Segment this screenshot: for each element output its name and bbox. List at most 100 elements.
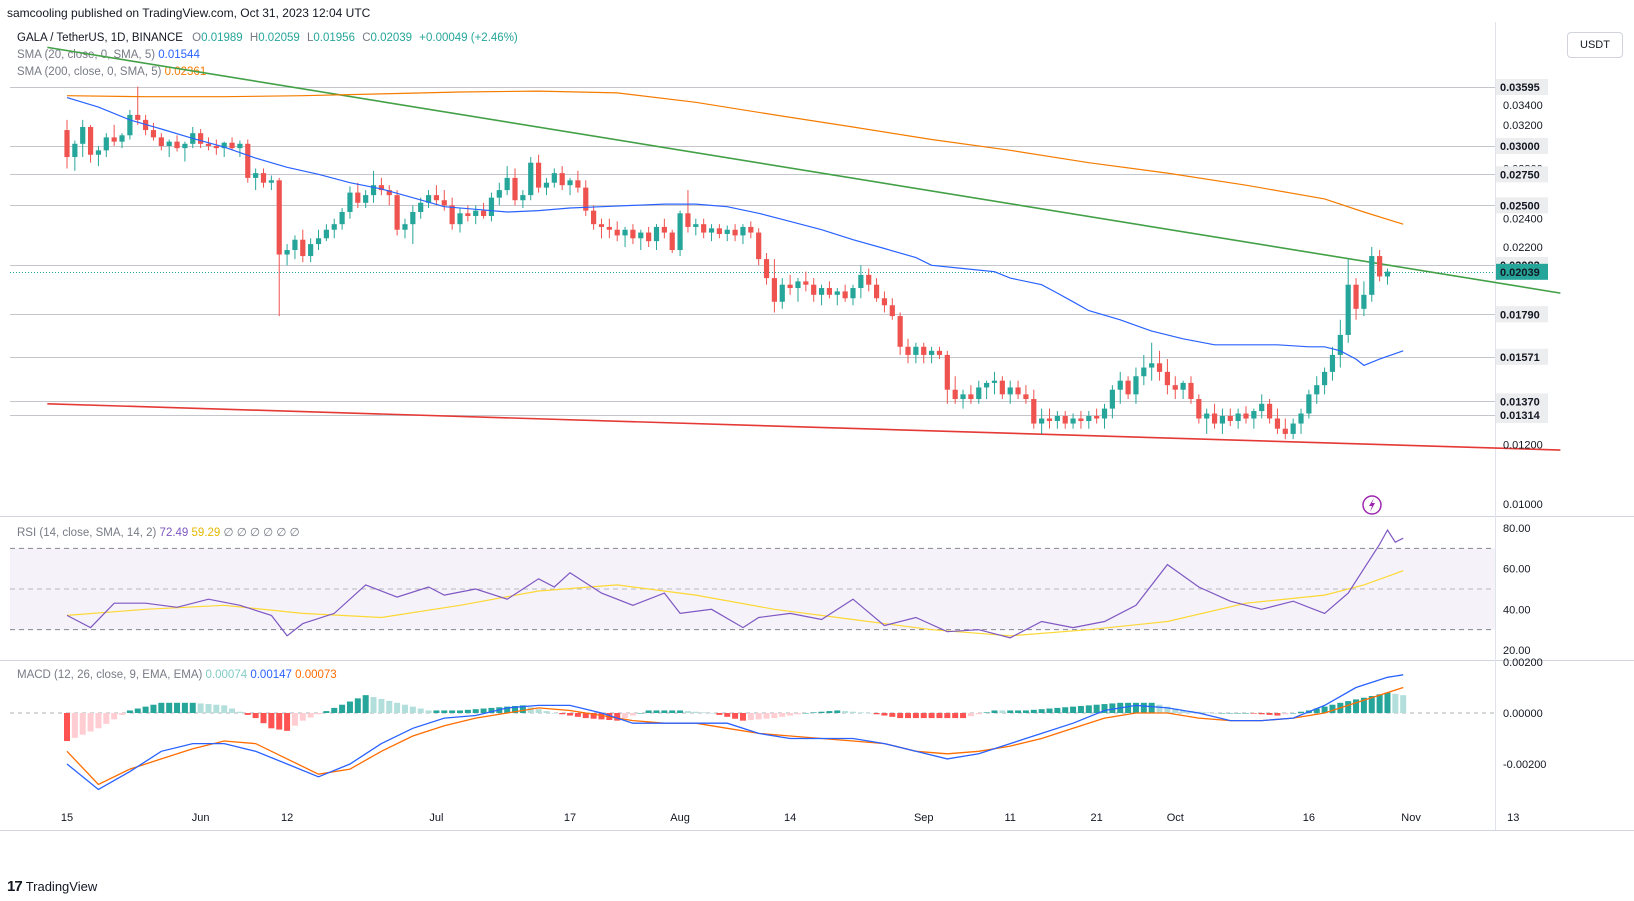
candle — [897, 312, 903, 355]
macd-histogram-bar — [1180, 710, 1187, 713]
candle-body — [355, 192, 361, 203]
candle — [881, 291, 888, 313]
time-axis-label: 12 — [281, 812, 293, 824]
macd-histogram-bar — [111, 713, 118, 720]
candle-body — [496, 190, 502, 198]
candle-body — [1156, 363, 1163, 372]
candle — [1274, 408, 1281, 434]
candle-body — [818, 288, 825, 295]
candle-body — [1023, 394, 1029, 400]
macd-histogram-bar — [150, 704, 157, 713]
macd-histogram-bar — [229, 708, 236, 713]
candle-body — [803, 281, 809, 285]
candle-body — [748, 226, 754, 233]
tradingview-footer[interactable]: 17 TradingView — [7, 878, 97, 895]
candle-body — [1149, 363, 1155, 368]
sma200-label: SMA (200, close, 0, SMA, 5) — [17, 66, 162, 78]
candle — [858, 265, 864, 299]
rsi-sma-line — [66, 570, 1404, 637]
candle-body — [779, 284, 785, 302]
candle-body — [1101, 408, 1108, 419]
candle — [866, 268, 872, 292]
candle-body — [127, 114, 133, 136]
candle — [1023, 385, 1029, 404]
macd-histogram-bar — [834, 710, 841, 713]
price-label-text: 0.03000 — [1500, 141, 1540, 153]
candle-body — [1361, 294, 1367, 309]
macd-histogram-bar — [645, 710, 652, 713]
candle — [567, 177, 573, 196]
candle — [1125, 376, 1131, 400]
macd-histogram-bar — [1321, 706, 1328, 713]
symbol-label[interactable]: GALA / TetherUS, 1D, BINANCE — [17, 32, 183, 44]
candle-body — [646, 232, 652, 242]
low-label: L — [307, 32, 314, 44]
candle — [315, 229, 322, 251]
macd-histogram-bar — [1400, 695, 1407, 713]
macd-histogram-bar — [999, 710, 1006, 713]
macd-histogram-bar — [857, 712, 864, 713]
macd-histogram-bar — [716, 713, 723, 715]
rsi-legend[interactable]: RSI (14, close, SMA, 14, 2) 72.49 59.29 … — [17, 525, 300, 539]
candle-body — [1369, 256, 1375, 295]
rsi-tick-label: 60.00 — [1503, 564, 1531, 576]
candle-body — [457, 213, 463, 225]
macd-histogram-bar — [409, 706, 416, 713]
candle-body — [433, 195, 440, 201]
candle — [598, 218, 605, 239]
macd-histogram-bar — [684, 711, 691, 713]
macd-histogram-bar — [732, 713, 739, 719]
candle — [661, 218, 667, 239]
candle — [748, 221, 754, 239]
candle — [850, 284, 856, 306]
candle-body — [166, 141, 172, 146]
candle-body — [300, 239, 306, 257]
macd-histogram-bar — [700, 712, 707, 713]
candle — [811, 278, 817, 302]
candle-body — [536, 162, 542, 188]
macd-histogram-bar — [1132, 702, 1139, 713]
candle-body — [1109, 389, 1115, 409]
candle-body — [394, 195, 400, 230]
macd-histogram-bar — [842, 711, 849, 713]
candle — [95, 145, 102, 167]
macd-histogram-bar — [346, 701, 353, 713]
candle-body — [732, 229, 738, 236]
currency-button[interactable]: USDT — [1567, 32, 1623, 58]
candle — [818, 284, 825, 306]
macd-histogram-bar — [472, 709, 479, 713]
macd-histogram-bar — [598, 713, 605, 720]
candle — [1211, 403, 1218, 429]
candle-body — [418, 202, 424, 212]
macd-legend[interactable]: MACD (12, 26, close, 9, EMA, EMA) 0.0007… — [17, 669, 337, 681]
candle — [166, 139, 172, 158]
macd-histogram-bar — [669, 710, 676, 713]
candle — [795, 278, 801, 302]
candle-body — [1251, 411, 1257, 419]
time-axis-label: 11 — [1004, 812, 1015, 824]
time-axis-label: Oct — [1167, 812, 1184, 824]
candle-body — [921, 346, 927, 355]
publisher-line: samcooling published on TradingView.com,… — [7, 6, 371, 20]
candle — [378, 177, 384, 196]
candle — [976, 380, 982, 404]
candle-body — [1345, 284, 1351, 335]
macd-histogram-bar — [873, 713, 880, 715]
macd-tick-label: 0.00200 — [1503, 657, 1543, 669]
candle-body — [292, 239, 298, 251]
sma20-legend[interactable]: SMA (20, close, 0, SMA, 5) 0.01544 — [17, 49, 200, 61]
candle-body — [284, 250, 290, 255]
candle-body — [991, 380, 998, 383]
candle — [72, 140, 78, 171]
candle — [653, 224, 660, 251]
candle-body — [1243, 413, 1249, 419]
sma200-legend[interactable]: SMA (200, close, 0, SMA, 5) 0.02361 — [17, 66, 206, 78]
candle-body — [441, 200, 447, 206]
candle-body — [1322, 371, 1328, 386]
candle — [1133, 367, 1139, 404]
candle-body — [889, 305, 895, 317]
candle — [308, 238, 314, 263]
macd-histogram-bar — [174, 702, 181, 713]
candle-body — [315, 238, 322, 245]
